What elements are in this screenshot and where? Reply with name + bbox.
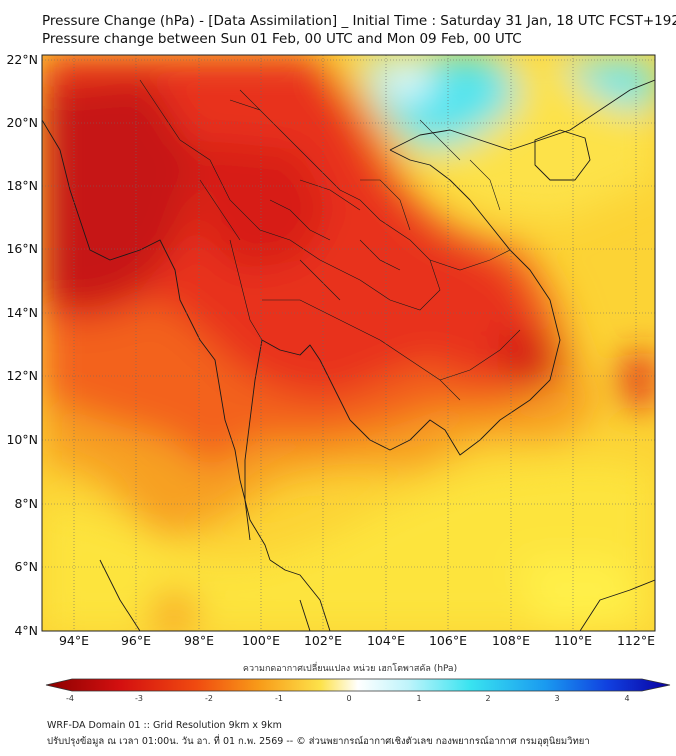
colorbar-tick: -1 xyxy=(275,694,283,703)
colorbar-scale xyxy=(45,678,671,692)
coastlines xyxy=(42,79,655,631)
footer-credits: ปรับปรุงข้อมูล ณ เวลา 01:00น. วัน อา. ที… xyxy=(47,736,590,747)
colorbar-tick: -2 xyxy=(205,694,213,703)
lon-label: 100°E xyxy=(242,633,280,648)
colorbar-tick: 4 xyxy=(624,694,629,703)
lon-label: 110°E xyxy=(554,633,592,648)
graticule xyxy=(42,55,655,631)
colorbar-tick: 0 xyxy=(346,694,351,703)
lat-label: 12°N xyxy=(6,368,38,383)
latitude-axis: 22°N 20°N 18°N 16°N 14°N 12°N 10°N 8°N 6… xyxy=(6,52,38,638)
colorbar-tick: -4 xyxy=(66,694,74,703)
lon-label: 108°E xyxy=(492,633,530,648)
lat-label: 8°N xyxy=(14,496,38,511)
lon-label: 94°E xyxy=(59,633,89,648)
lat-label: 4°N xyxy=(14,623,38,638)
map-title: Pressure Change (hPa) - [Data Assimilati… xyxy=(42,13,676,29)
lon-label: 102°E xyxy=(304,633,342,648)
lat-label: 18°N xyxy=(6,178,38,193)
colorbar-tick: 3 xyxy=(554,694,559,703)
lat-label: 20°N xyxy=(6,115,38,130)
pressure-field xyxy=(42,55,655,631)
lon-label: 98°E xyxy=(184,633,214,648)
lat-label: 22°N xyxy=(6,52,38,67)
lon-label: 106°E xyxy=(429,633,467,648)
footer-model-info: WRF-DA Domain 01 :: Grid Resolution 9km … xyxy=(47,720,282,731)
map-subtitle: Pressure change between Sun 01 Feb, 00 U… xyxy=(42,31,522,47)
lat-label: 14°N xyxy=(6,305,38,320)
lon-label: 104°E xyxy=(367,633,405,648)
borders xyxy=(139,79,521,401)
colorbar: ความกดอากาศเปลี่ยนแปลง หน่วย เฮกโตพาสคัล… xyxy=(45,661,671,703)
lon-label: 112°E xyxy=(617,633,655,648)
colorbar-tick: 2 xyxy=(485,694,490,703)
longitude-axis: 94°E 96°E 98°E 100°E 102°E 104°E 106°E 1… xyxy=(59,633,655,648)
colorbar-title: ความกดอากาศเปลี่ยนแปลง หน่วย เฮกโตพาสคัล… xyxy=(243,661,457,674)
lat-label: 10°N xyxy=(6,432,38,447)
colorbar-tick: -3 xyxy=(135,694,143,703)
lon-label: 96°E xyxy=(121,633,151,648)
lat-label: 16°N xyxy=(6,241,38,256)
lat-label: 6°N xyxy=(14,559,38,574)
map-frame xyxy=(41,54,656,632)
colorbar-tick: 1 xyxy=(416,694,421,703)
